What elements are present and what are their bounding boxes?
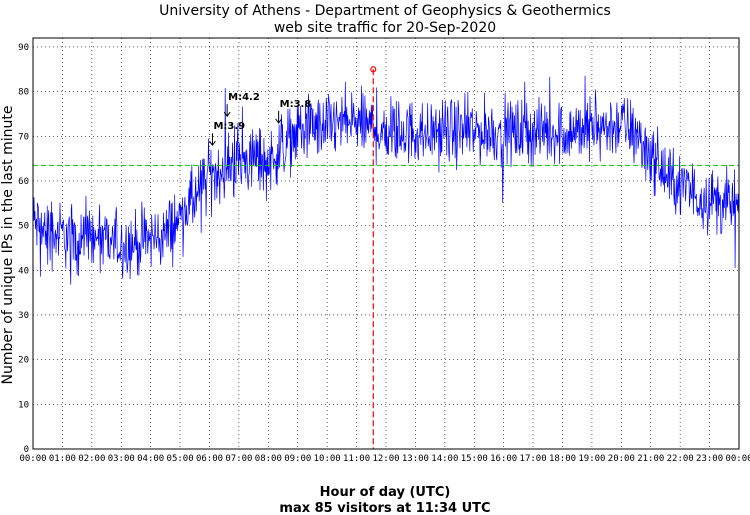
x-tick-labels: 00:00 01:00 02:00 03:00 04:00 05:00 06:00 07:00… bbox=[19, 454, 750, 464]
chart-title: University of Athens - Department of Geo… bbox=[159, 3, 611, 19]
y-tick-labels: 0 10 20 30 40 50 60 70 80 90 bbox=[18, 43, 29, 455]
x-tick-label: 03:00 bbox=[108, 454, 135, 464]
x-tick-label: 11:00 bbox=[343, 454, 370, 464]
x-tick-label: 17:00 bbox=[520, 454, 547, 464]
chart-subtitle: web site traffic for 20-Sep-2020 bbox=[274, 20, 496, 36]
y-tick-label: 90 bbox=[18, 43, 29, 53]
y-tick-label: 0 bbox=[24, 445, 29, 455]
x-tick-label: 15:00 bbox=[461, 454, 488, 464]
y-tick-label: 60 bbox=[18, 177, 29, 187]
x-tick-label: 05:00 bbox=[167, 454, 194, 464]
y-tick-label: 70 bbox=[18, 132, 29, 142]
x-tick-label: 00:00 bbox=[725, 454, 750, 464]
x-tick-label: 16:00 bbox=[490, 454, 517, 464]
annotations: M:3.9 M:4.2 M:3.8 bbox=[209, 92, 312, 147]
series-line-visitors bbox=[32, 75, 740, 285]
annotation-arrowhead bbox=[209, 140, 216, 147]
annotation-label: M:3.8 bbox=[280, 99, 312, 110]
annotation-label: M:4.2 bbox=[228, 92, 260, 103]
plot-area bbox=[32, 66, 740, 449]
x-axis-label: Hour of day (UTC) bbox=[320, 485, 451, 500]
y-tick-label: 30 bbox=[18, 311, 29, 321]
x-tick-label: 09:00 bbox=[284, 454, 311, 464]
annotation-arrowhead bbox=[223, 111, 231, 118]
plot-frame bbox=[32, 37, 740, 450]
max-point bbox=[370, 66, 377, 73]
x-tick-label: 18:00 bbox=[549, 454, 576, 464]
x-tick-label: 01:00 bbox=[49, 454, 76, 464]
x-tick-label: 07:00 bbox=[225, 454, 252, 464]
x-tick-label: 22:00 bbox=[667, 454, 694, 464]
x-tick-label: 21:00 bbox=[637, 454, 664, 464]
x-tick-label: 19:00 bbox=[578, 454, 605, 464]
x-tick-label: 14:00 bbox=[431, 454, 458, 464]
annotation-label: M:3.9 bbox=[213, 121, 245, 132]
x-tick-label: 06:00 bbox=[196, 454, 223, 464]
max-visitors-caption: max 85 visitors at 11:34 UTC bbox=[279, 501, 490, 515]
x-tick-label: 10:00 bbox=[314, 454, 341, 464]
annotation-arrowhead bbox=[275, 118, 283, 124]
x-tick-label: 00:00 bbox=[19, 454, 46, 464]
y-tick-label: 80 bbox=[18, 88, 29, 98]
y-tick-label: 50 bbox=[18, 222, 29, 232]
x-tick-label: 20:00 bbox=[608, 454, 635, 464]
x-tick-label: 08:00 bbox=[255, 454, 282, 464]
y-axis-label: Number of unique IPs in the last minute bbox=[0, 106, 16, 385]
x-tick-label: 04:00 bbox=[137, 454, 164, 464]
y-tick-label: 20 bbox=[18, 356, 29, 366]
x-tick-label: 02:00 bbox=[78, 454, 105, 464]
y-tick-label: 10 bbox=[18, 400, 29, 410]
x-tick-label: 13:00 bbox=[402, 454, 429, 464]
y-tick-label: 40 bbox=[18, 266, 29, 276]
x-tick-label: 23:00 bbox=[696, 454, 723, 464]
x-tick-label: 12:00 bbox=[372, 454, 399, 464]
grid-lines bbox=[32, 38, 740, 450]
